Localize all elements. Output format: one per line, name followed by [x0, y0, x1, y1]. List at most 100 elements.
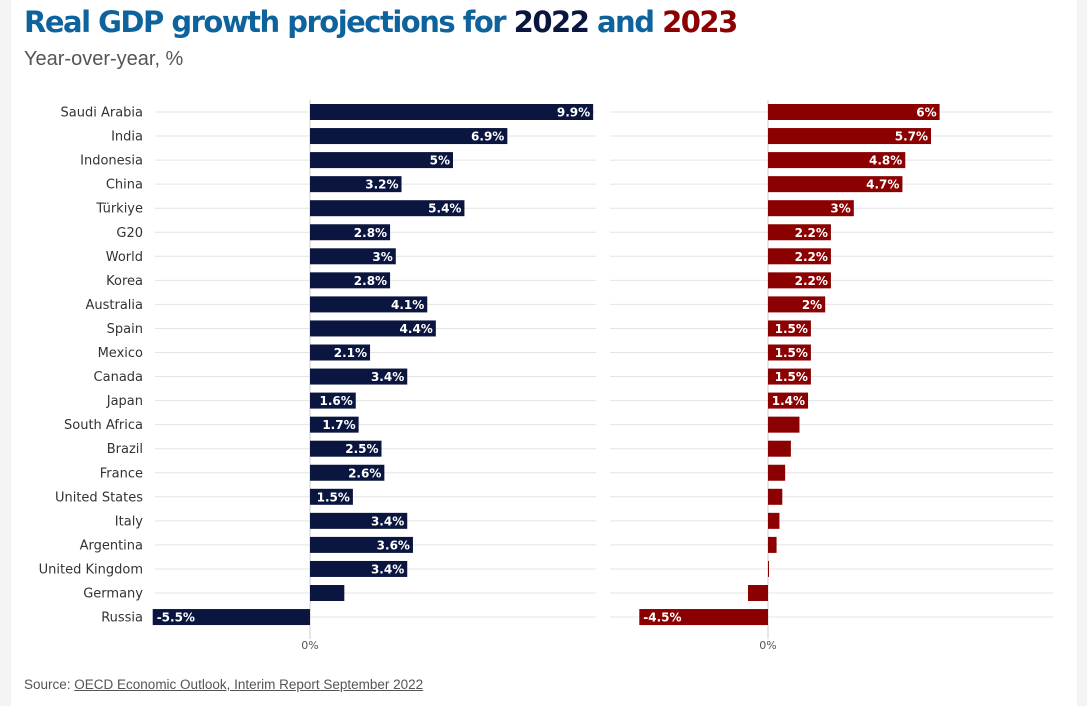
bar-2022-world[interactable]: [310, 248, 396, 265]
bar-2023-spain[interactable]: [768, 320, 811, 337]
value-label-2023-turkiye: 3%: [830, 202, 850, 216]
bar-2023-world[interactable]: [768, 248, 831, 265]
value-label-2023-india: 5.7%: [895, 130, 928, 144]
category-label-united-kingdom: United Kingdom: [39, 562, 143, 577]
category-label-india: India: [111, 130, 143, 145]
category-label-united-states: United States: [55, 490, 143, 505]
value-label-2023-mexico: 1.5%: [775, 346, 808, 360]
value-label-2023-g20: 2.2%: [795, 226, 828, 240]
value-label-2023-world: 2.2%: [795, 250, 828, 264]
bar-2023-g20[interactable]: [768, 224, 831, 241]
value-label-2022-g20: 2.8%: [354, 226, 387, 240]
title-year-2023: 2023: [662, 5, 738, 39]
value-label-2022-france: 2.6%: [348, 466, 381, 480]
value-label-2023-canada: 1.5%: [775, 370, 808, 384]
bar-2023-italy[interactable]: [768, 512, 780, 529]
bar-2023-china[interactable]: [768, 176, 903, 193]
category-label-g20: G20: [116, 226, 143, 241]
bar-2023-indonesia[interactable]: [768, 152, 906, 169]
bar-2023-united-kingdom[interactable]: [768, 560, 769, 577]
category-label-saudi-arabia: Saudi Arabia: [61, 106, 144, 121]
value-label-2022-argentina: 3.6%: [377, 538, 410, 552]
bar-2023-brazil[interactable]: [768, 440, 791, 457]
chart-subtitle: Year-over-year, %: [24, 48, 184, 70]
bar-2022-korea[interactable]: [310, 272, 391, 289]
bar-2022-japan[interactable]: [310, 392, 356, 409]
bar-2022-indonesia[interactable]: [310, 152, 453, 169]
category-label-germany: Germany: [83, 587, 143, 602]
bar-2022-russia[interactable]: [152, 609, 310, 626]
category-label-russia: Russia: [101, 611, 143, 626]
bar-2023-australia[interactable]: [768, 296, 826, 313]
category-label-south-africa: South Africa: [64, 418, 143, 433]
source-link[interactable]: OECD Economic Outlook, Interim Report Se…: [74, 677, 424, 692]
bar-2023-argentina[interactable]: [768, 536, 777, 553]
value-label-2023-korea: 2.2%: [795, 274, 828, 288]
bar-2023-india[interactable]: [768, 128, 932, 145]
bar-2022-india[interactable]: [310, 128, 508, 145]
category-label-brazil: Brazil: [107, 442, 143, 457]
value-label-2022-indonesia: 5%: [430, 154, 450, 168]
source-label: Source:: [24, 677, 75, 692]
bar-2022-spain[interactable]: [310, 320, 436, 337]
value-label-2022-mexico: 2.1%: [334, 346, 367, 360]
bar-2022-united-states[interactable]: [310, 488, 353, 505]
category-label-italy: Italy: [115, 514, 144, 529]
bar-2022-italy[interactable]: [310, 512, 408, 529]
category-label-china: China: [106, 178, 143, 193]
bar-2023-japan[interactable]: [768, 392, 809, 409]
value-label-2022-united-kingdom: 3.4%: [371, 562, 404, 576]
value-label-2023-australia: 2%: [802, 298, 822, 312]
bar-2022-china[interactable]: [310, 176, 402, 193]
value-label-2022-japan: 1.6%: [319, 394, 352, 408]
value-label-2022-australia: 4.1%: [391, 298, 424, 312]
bar-2023-saudi-arabia[interactable]: [768, 104, 940, 120]
category-label-korea: Korea: [106, 274, 143, 289]
bar-2023-united-states[interactable]: [768, 488, 783, 505]
value-label-2023-china: 4.7%: [866, 178, 899, 192]
bar-2023-france[interactable]: [768, 464, 786, 481]
category-label-turkiye: Türkiye: [95, 202, 143, 217]
category-label-japan: Japan: [106, 394, 143, 409]
category-label-mexico: Mexico: [98, 346, 143, 361]
value-label-2023-spain: 1.5%: [775, 322, 808, 336]
value-label-2022-world: 3%: [372, 250, 392, 264]
title-year-2022: 2022: [513, 5, 590, 39]
bar-2023-mexico[interactable]: [768, 344, 811, 361]
category-label-indonesia: Indonesia: [80, 154, 143, 169]
bar-2022-turkiye[interactable]: [310, 200, 465, 217]
value-label-2022-italy: 3.4%: [371, 514, 404, 528]
zero-tick-label-2022: 0%: [301, 639, 318, 652]
value-label-2022-spain: 4.4%: [400, 322, 433, 336]
gridlines: [155, 100, 1053, 640]
bar-2023-russia[interactable]: [639, 609, 768, 626]
bar-2022-france[interactable]: [310, 464, 385, 481]
category-label-argentina: Argentina: [80, 538, 143, 553]
value-label-2022-brazil: 2.5%: [345, 442, 378, 456]
value-label-2022-china: 3.2%: [365, 178, 398, 192]
bar-2023-korea[interactable]: [768, 272, 831, 289]
category-label-world: World: [106, 250, 143, 265]
source-note: Source: OECD Economic Outlook, Interim R…: [24, 677, 423, 692]
bar-2023-germany[interactable]: [747, 585, 768, 601]
bar-2022-argentina[interactable]: [310, 536, 413, 553]
bars: [152, 104, 940, 626]
value-label-2022-saudi-arabia: 9.9%: [557, 106, 590, 120]
bar-2022-germany[interactable]: [310, 585, 345, 601]
bar-2022-g20[interactable]: [310, 224, 391, 241]
bar-2022-mexico[interactable]: [310, 344, 371, 361]
bar-2022-australia[interactable]: [310, 296, 428, 313]
value-label-2023-japan: 1.4%: [772, 394, 805, 408]
bar-2023-south-africa[interactable]: [768, 416, 800, 433]
bar-2022-united-kingdom[interactable]: [310, 560, 408, 577]
category-label-france: France: [100, 466, 143, 481]
labels: Saudi Arabia India Indonesia China Türkiye G2…: [39, 106, 937, 653]
bar-2022-brazil[interactable]: [310, 440, 382, 457]
bar-2022-south-africa[interactable]: [310, 416, 359, 433]
value-label-2022-turkiye: 5.4%: [428, 202, 461, 216]
bar-2023-canada[interactable]: [768, 368, 811, 385]
bar-2023-turkiye[interactable]: [768, 200, 854, 217]
value-label-2022-india: 6.9%: [471, 130, 504, 144]
bar-2022-canada[interactable]: [310, 368, 408, 385]
bar-2022-saudi-arabia[interactable]: [310, 104, 594, 120]
